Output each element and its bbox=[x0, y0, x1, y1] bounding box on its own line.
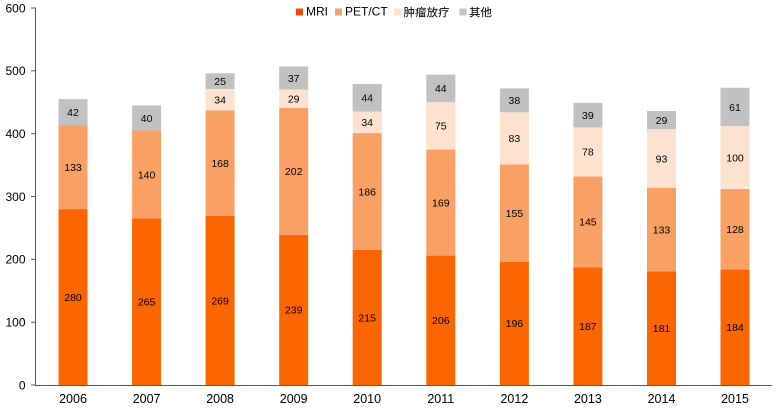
svg-text:83: 83 bbox=[509, 133, 521, 145]
svg-text:280: 280 bbox=[64, 292, 82, 304]
svg-text:100: 100 bbox=[5, 316, 25, 330]
svg-text:37: 37 bbox=[288, 73, 300, 85]
svg-text:0: 0 bbox=[19, 378, 26, 392]
svg-text:600: 600 bbox=[5, 1, 25, 15]
svg-text:300: 300 bbox=[5, 190, 25, 204]
svg-text:38: 38 bbox=[509, 95, 521, 107]
svg-text:202: 202 bbox=[285, 166, 303, 178]
svg-text:40: 40 bbox=[141, 113, 153, 125]
svg-text:78: 78 bbox=[582, 147, 594, 159]
svg-text:140: 140 bbox=[138, 169, 156, 181]
svg-text:169: 169 bbox=[432, 197, 450, 209]
svg-text:200: 200 bbox=[5, 253, 25, 267]
svg-text:133: 133 bbox=[653, 224, 671, 236]
svg-text:155: 155 bbox=[506, 208, 524, 220]
svg-text:2009: 2009 bbox=[280, 392, 308, 406]
svg-text:29: 29 bbox=[288, 94, 300, 106]
svg-text:44: 44 bbox=[435, 83, 447, 95]
svg-text:2006: 2006 bbox=[59, 392, 87, 406]
svg-text:2008: 2008 bbox=[206, 392, 234, 406]
svg-text:128: 128 bbox=[726, 224, 744, 236]
svg-text:39: 39 bbox=[582, 110, 594, 122]
svg-text:265: 265 bbox=[138, 297, 156, 309]
svg-text:93: 93 bbox=[656, 153, 668, 165]
svg-text:181: 181 bbox=[653, 323, 671, 335]
svg-text:186: 186 bbox=[358, 186, 376, 198]
svg-text:44: 44 bbox=[361, 93, 373, 105]
svg-text:239: 239 bbox=[285, 305, 303, 317]
svg-text:269: 269 bbox=[211, 295, 229, 307]
svg-text:29: 29 bbox=[656, 115, 668, 127]
svg-text:34: 34 bbox=[214, 95, 226, 107]
svg-text:2015: 2015 bbox=[721, 392, 749, 406]
svg-text:25: 25 bbox=[214, 76, 226, 88]
svg-text:42: 42 bbox=[67, 107, 79, 119]
svg-text:500: 500 bbox=[5, 64, 25, 78]
svg-text:PET/CT: PET/CT bbox=[345, 4, 388, 18]
svg-text:2011: 2011 bbox=[427, 392, 454, 406]
svg-text:400: 400 bbox=[5, 127, 25, 141]
svg-text:2013: 2013 bbox=[574, 392, 602, 406]
svg-text:168: 168 bbox=[211, 158, 229, 170]
svg-text:MRI: MRI bbox=[306, 4, 328, 18]
svg-text:215: 215 bbox=[358, 312, 376, 324]
svg-text:2007: 2007 bbox=[133, 392, 161, 406]
svg-text:2012: 2012 bbox=[500, 392, 528, 406]
svg-text:100: 100 bbox=[726, 152, 744, 164]
svg-text:61: 61 bbox=[729, 102, 741, 114]
svg-text:196: 196 bbox=[506, 318, 524, 330]
svg-text:187: 187 bbox=[579, 321, 597, 333]
svg-text:2010: 2010 bbox=[353, 392, 381, 406]
svg-text:145: 145 bbox=[579, 217, 597, 229]
svg-text:75: 75 bbox=[435, 121, 447, 133]
svg-text:206: 206 bbox=[432, 315, 450, 327]
svg-text:184: 184 bbox=[726, 322, 744, 334]
svg-text:133: 133 bbox=[64, 162, 82, 174]
svg-text:34: 34 bbox=[361, 117, 373, 129]
svg-text:2014: 2014 bbox=[648, 392, 676, 406]
